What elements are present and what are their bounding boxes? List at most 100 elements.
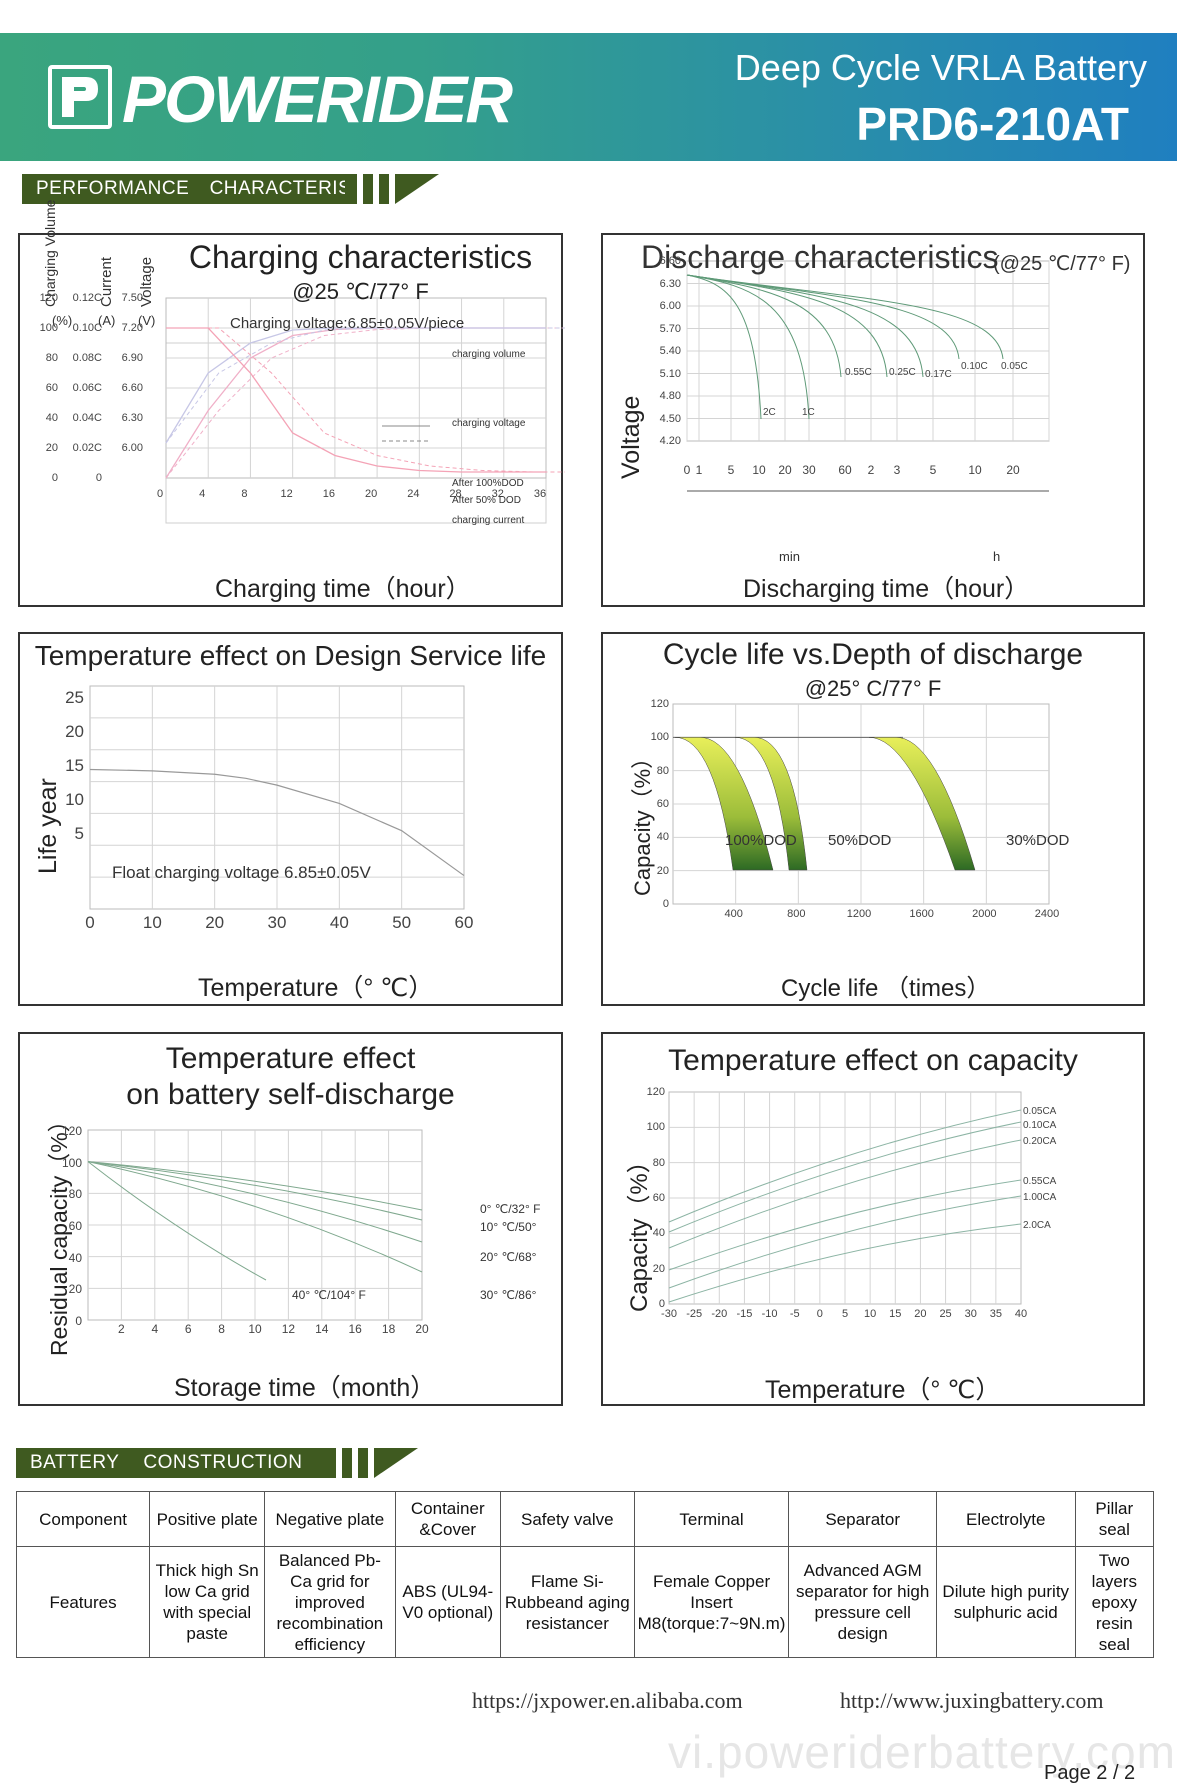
discharge-series-label: 1C	[802, 407, 815, 418]
discharge-series-label: 0.17C	[925, 369, 952, 380]
discharge-x-unit-h: h	[993, 549, 1001, 564]
charging-y-tick-volume: 100	[39, 322, 58, 334]
charging-y-tick-volume: 40	[45, 412, 58, 424]
charging-y-unit-voltage: (V)	[138, 313, 156, 328]
discharge-x-tick: 20	[1006, 463, 1020, 477]
charging-label-after100: After 100%DOD	[452, 478, 524, 489]
temp-capacity-curve	[668, 1195, 1022, 1289]
table-header-cell: Electrolyte	[935, 1491, 1076, 1547]
discharge-y-tick: 4.20	[659, 435, 681, 447]
temp-capacity-y-tick: 120	[646, 1086, 665, 1098]
charging-x-tick: 24	[407, 488, 420, 500]
temp-capacity-x-tick: 25	[939, 1308, 952, 1320]
temp-capacity-curve	[668, 1121, 1022, 1233]
charging-label-voltage: charging voltage	[452, 418, 526, 429]
self-discharge-x-tick: 2	[118, 1322, 125, 1336]
self-discharge-x-tick: 14	[315, 1322, 329, 1336]
discharge-x-tick: 10	[752, 463, 766, 477]
cycle-life-title: Cycle life vs.Depth of discharge	[662, 638, 1084, 671]
self-discharge-label-40: 40° ℃/104° F	[292, 1288, 366, 1302]
page-number: Page 2 / 2	[1044, 1762, 1136, 1784]
temp-capacity-curve	[668, 1179, 1022, 1271]
discharge-series-label: 2C	[763, 407, 776, 418]
banner-word-1: PERFORMANCE	[36, 178, 190, 199]
charging-y-tick-current: 0.12C	[72, 292, 102, 304]
cycle-x-tick: 400	[724, 908, 743, 920]
charging-x-tick: 16	[322, 488, 335, 500]
charging-series-line-50dod	[166, 327, 565, 473]
service-life-title: Temperature effect on Design Service lif…	[34, 640, 547, 671]
discharge-series-curve	[686, 274, 810, 420]
discharge-y-tick: 5.40	[659, 345, 681, 357]
table-header-cell: Negative plate	[264, 1491, 396, 1547]
charging-y-tick-current: 0	[95, 472, 102, 484]
table-cell: Two layers epoxy resin seal	[1074, 1546, 1155, 1658]
temp-capacity-x-label: Temperature（° ℃）	[765, 1376, 1001, 1404]
service-life-x-tick: 60	[454, 913, 474, 932]
service-life-x-tick: 30	[267, 913, 287, 932]
cycle-dod-band	[734, 737, 808, 871]
temp-capacity-y-tick: 40	[652, 1227, 665, 1240]
service-life-x-tick: 50	[392, 913, 412, 932]
self-discharge-y-tick: 0	[75, 1314, 82, 1328]
charging-subtitle: @25 ℃/77° F	[292, 279, 429, 304]
construction-banner: BATTERY CONSTRUCTION	[16, 1448, 418, 1478]
self-discharge-label-20: 20° ℃/68°	[480, 1250, 537, 1264]
self-discharge-x-tick: 12	[281, 1322, 296, 1336]
charging-y-tick-voltage: 6.60	[121, 382, 143, 394]
discharge-series-curve	[686, 274, 762, 420]
table-header-cell: Pillar seal	[1074, 1491, 1155, 1547]
self-discharge-chart: Temperature effect on battery self-disch…	[18, 1032, 563, 1406]
table-row: Features Thick high Sn low Ca grid with …	[15, 1546, 1155, 1658]
service-life-x-tick: 20	[205, 913, 225, 932]
cycle-y-tick: 0	[662, 898, 669, 910]
charging-series-line-50dod	[165, 327, 565, 444]
table-cell: Advanced AGM separator for high pressure…	[788, 1546, 937, 1658]
service-life-chart: Temperature effect on Design Service lif…	[18, 632, 563, 1006]
self-discharge-title-2: on battery self-discharge	[126, 1078, 455, 1111]
table-header-cell: Terminal	[633, 1491, 790, 1547]
discharge-x-label: Discharging time（hour）	[743, 575, 1030, 603]
charging-voltage-note: Charging voltage:6.85±0.05V/piece	[230, 315, 465, 332]
brand-name: POWERIDER	[122, 62, 513, 136]
discharge-y-tick: 6.30	[659, 277, 681, 290]
discharge-series-curve	[686, 274, 1004, 360]
table-header-cell: Positive plate	[149, 1491, 266, 1547]
discharge-x-tick: 10	[968, 463, 982, 477]
temp-capacity-x-tick: -20	[711, 1308, 728, 1320]
charging-y-tick-volume: 60	[45, 382, 58, 394]
table-header-cell: Component	[15, 1491, 151, 1547]
cycle-y-tick: 60	[656, 798, 669, 810]
charging-y-tick-current: 0.02C	[72, 442, 102, 454]
temp-capacity-x-tick: 35	[989, 1308, 1002, 1320]
alibaba-link[interactable]: https://jxpower.en.alibaba.com	[472, 1688, 743, 1713]
banner-word-2: CHARACTERISTIC	[209, 178, 345, 199]
table-cell: Features	[15, 1546, 151, 1658]
charging-x-tick: 32	[491, 488, 504, 500]
self-discharge-curve	[87, 1161, 423, 1243]
charging-chart: Charging characteristics @25 ℃/77° F Cha…	[18, 200, 565, 607]
temp-capacity-title: Temperature effect on capacity	[668, 1044, 1078, 1077]
self-discharge-curve-40	[87, 1161, 267, 1281]
self-discharge-label-10: 10° ℃/50°	[480, 1220, 537, 1234]
discharge-x-tick: 5	[727, 463, 735, 477]
table-cell: ABS (UL94-V0 optional)	[394, 1546, 502, 1658]
service-life-x-tick: 0	[85, 913, 95, 932]
charging-y-tick-volume: 120	[39, 292, 58, 304]
service-life-curve	[89, 768, 465, 877]
temp-capacity-x-tick: -25	[686, 1308, 703, 1320]
cycle-life-x-label: Cycle life （times）	[781, 975, 991, 1002]
cycle-y-tick: 20	[656, 864, 669, 877]
website-link[interactable]: http://www.juxingbattery.com	[840, 1688, 1104, 1713]
charging-y-tick-volume: 0	[51, 472, 58, 484]
temp-capacity-y-tick: 0	[658, 1298, 665, 1310]
charging-x-tick: 12	[280, 488, 293, 500]
charging-x-tick: 28	[449, 488, 462, 500]
discharge-y-tick: 6.00	[659, 300, 681, 312]
table-cell: Dilute high purity sulphuric acid	[935, 1546, 1076, 1658]
table-cell: Thick high Sn low Ca grid with special p…	[149, 1546, 266, 1658]
charging-label-after50: After 50% DOD	[452, 495, 521, 506]
temp-capacity-x-tick: 5	[841, 1308, 849, 1320]
table-header-cell: Safety valve	[500, 1491, 635, 1547]
discharge-x-tick: 60	[838, 463, 852, 477]
